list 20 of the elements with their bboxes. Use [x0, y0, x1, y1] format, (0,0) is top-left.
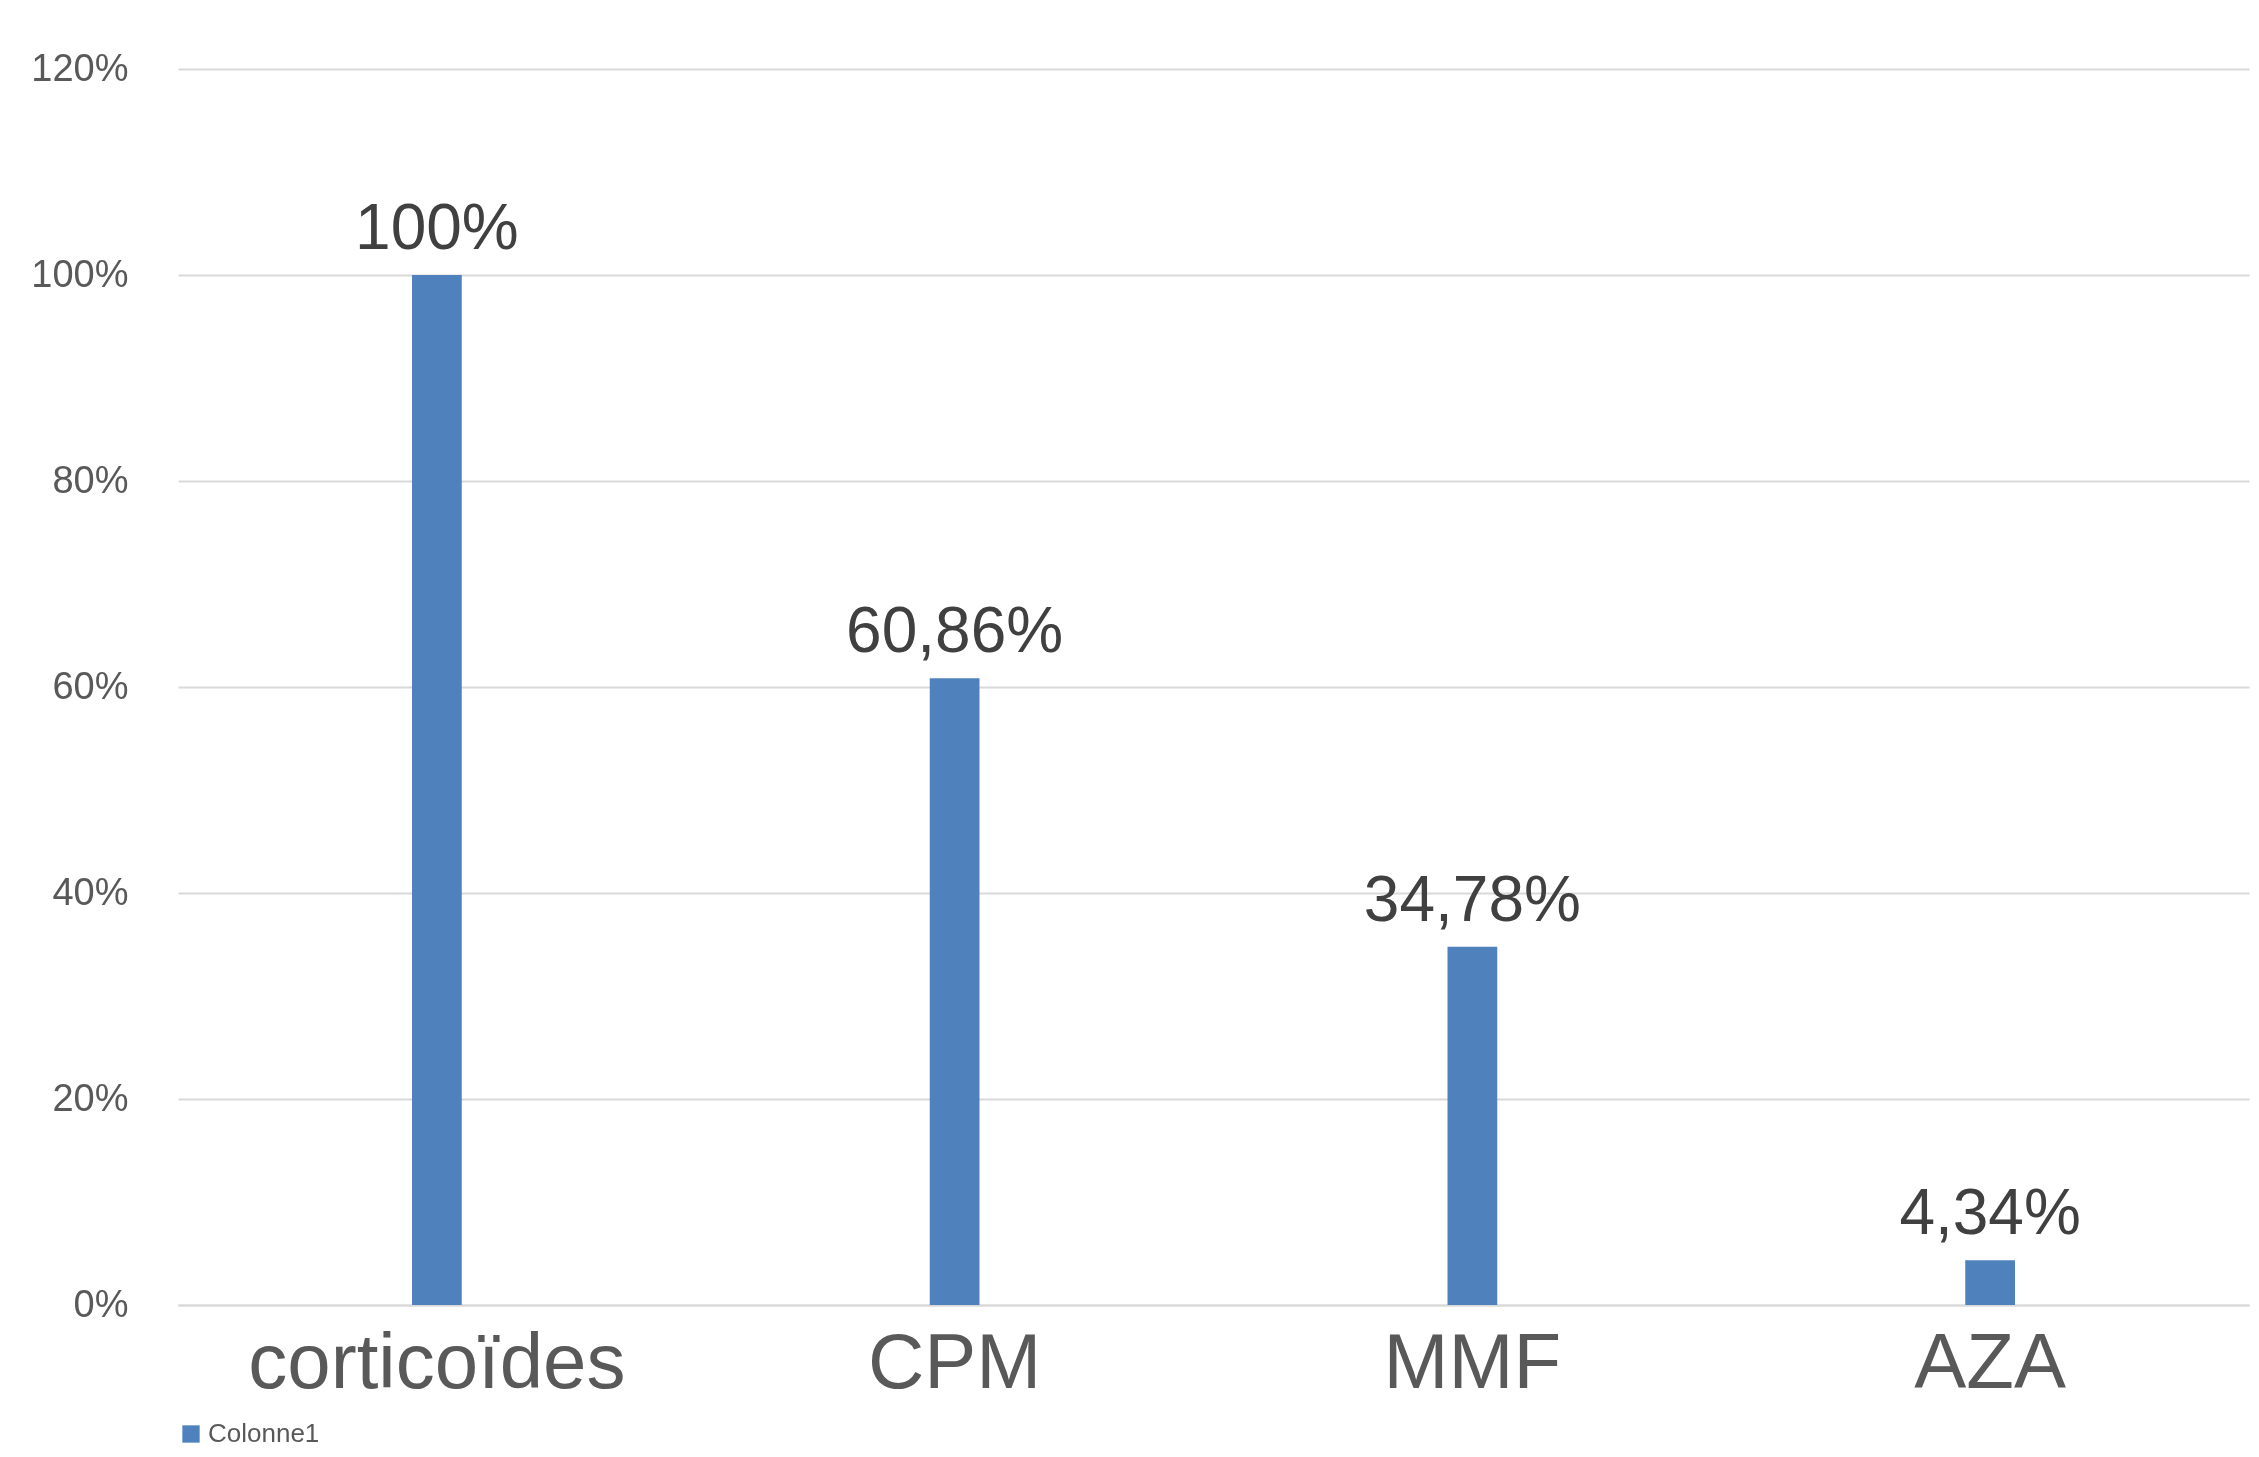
y-tick-label: 120% — [31, 46, 129, 89]
x-tick-label: MMF — [1383, 1316, 1562, 1405]
y-tick-label: 0% — [73, 1282, 129, 1325]
y-tick-label: 100% — [31, 252, 129, 295]
x-tick-label: CPM — [867, 1316, 1042, 1405]
y-tick-label: 40% — [52, 870, 129, 913]
x-tick-label: AZA — [1914, 1316, 2066, 1405]
data-label: 4,34% — [1899, 1176, 2081, 1249]
data-label: 34,78% — [1363, 862, 1581, 935]
bar — [412, 275, 462, 1305]
data-label: 100% — [355, 191, 519, 263]
y-tick-label: 80% — [52, 458, 129, 501]
x-tick-label: corticoïdes — [248, 1316, 626, 1405]
legend-label: Colonne1 — [208, 1418, 320, 1448]
y-tick-label: 20% — [52, 1076, 129, 1119]
y-tick-label: 60% — [52, 664, 129, 707]
bar — [929, 678, 980, 1305]
data-label: 60,86% — [846, 594, 1064, 667]
bar — [1965, 1260, 2015, 1305]
bar — [1447, 946, 1498, 1305]
